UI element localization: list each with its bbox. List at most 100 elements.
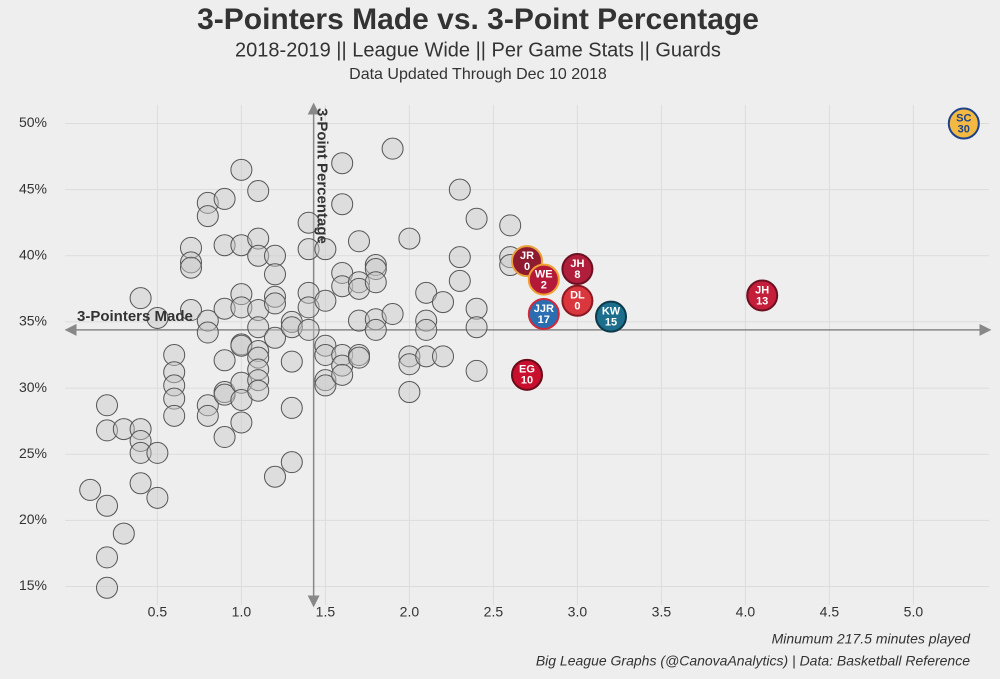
- updated-note: Data Updated Through Dec 10 2018: [349, 66, 607, 83]
- player-point: [381, 302, 404, 325]
- player-point: [331, 261, 354, 284]
- player-point: [213, 349, 236, 372]
- x-tick-label: 1.0: [232, 604, 252, 620]
- player-point: [146, 486, 169, 509]
- player-point: [297, 318, 320, 341]
- player-point: [348, 309, 370, 332]
- player-point: [247, 379, 270, 402]
- player-point: [314, 289, 337, 312]
- x-tick-label: 5.0: [904, 604, 924, 620]
- player-point: [180, 256, 202, 279]
- player-point: [112, 522, 135, 545]
- x-tick-label: 2.5: [484, 604, 504, 620]
- point-number: 13: [756, 295, 768, 307]
- player-point: [230, 158, 253, 181]
- player-point: [230, 411, 253, 434]
- player-point: [448, 269, 471, 292]
- player-point: [465, 207, 488, 230]
- player-point: [465, 359, 488, 382]
- player-point: [432, 345, 454, 368]
- point-number: 0: [574, 301, 580, 313]
- player-point: [230, 334, 253, 357]
- y-tick-label: 50%: [19, 114, 47, 130]
- player-point: [163, 387, 186, 410]
- point-number: 10: [521, 375, 533, 387]
- y-tick-label: 20%: [19, 511, 47, 527]
- highlighted-point: [746, 279, 779, 312]
- x-tick-label: 3.0: [568, 604, 588, 620]
- player-point: [465, 316, 488, 339]
- player-point: [264, 465, 286, 488]
- player-point: [415, 281, 438, 304]
- player-point: [180, 299, 202, 322]
- player-point: [364, 271, 387, 294]
- point-initials: JJR: [534, 303, 554, 315]
- player-point: [364, 258, 387, 281]
- player-point: [415, 318, 438, 341]
- highlighted-point: [561, 253, 594, 286]
- player-point: [196, 321, 219, 344]
- point-initials: EG: [519, 364, 535, 376]
- player-point: [297, 211, 320, 234]
- player-point: [448, 246, 471, 269]
- player-point: [415, 345, 438, 368]
- player-point: [331, 193, 354, 216]
- player-point: [247, 244, 270, 267]
- point-initials: KW: [602, 306, 621, 318]
- player-point: [196, 404, 219, 427]
- source-note: Big League Graphs (@CanovaAnalytics) | D…: [536, 653, 970, 669]
- player-point: [230, 388, 253, 411]
- player-point: [264, 292, 286, 315]
- player-point: [398, 345, 421, 368]
- player-point: [415, 309, 438, 332]
- player-point: [297, 238, 320, 261]
- y-tick-label: 30%: [19, 379, 47, 395]
- y-tick-label: 25%: [19, 445, 47, 461]
- y-tick-label: 15%: [19, 577, 47, 593]
- player-point: [331, 275, 354, 298]
- reference-lines: [64, 102, 992, 608]
- player-point: [348, 346, 370, 369]
- player-point: [280, 396, 303, 419]
- player-point: [196, 309, 219, 332]
- player-point: [180, 251, 202, 274]
- player-point: [196, 205, 219, 228]
- player-point: [96, 576, 118, 599]
- x-tick-label: 3.5: [652, 604, 672, 620]
- highlighted-point: [561, 284, 594, 317]
- player-point: [314, 238, 337, 261]
- player-point: [196, 191, 219, 214]
- y-tick-label: 35%: [19, 313, 47, 329]
- player-point: [247, 340, 270, 363]
- point-initials: DL: [570, 290, 585, 302]
- point-number: 8: [574, 269, 580, 281]
- player-point: [432, 291, 454, 314]
- player-point: [96, 419, 118, 442]
- y-reference-label: 3-Point Percentage: [314, 108, 331, 244]
- point-initials: JH: [755, 284, 769, 296]
- player-point: [230, 283, 253, 306]
- point-number: 15: [605, 317, 617, 329]
- player-point: [247, 179, 270, 202]
- player-point: [465, 297, 488, 320]
- player-point: [264, 263, 286, 286]
- player-point: [314, 374, 337, 397]
- player-point: [213, 426, 236, 449]
- player-point: [129, 287, 152, 310]
- player-point: [247, 316, 270, 339]
- player-point: [163, 344, 186, 366]
- player-point: [163, 374, 186, 397]
- player-point: [129, 418, 152, 441]
- x-tick-label: 4.0: [736, 604, 756, 620]
- player-point: [264, 285, 286, 308]
- player-point: [398, 227, 421, 250]
- player-point: [163, 404, 186, 427]
- point-initials: JR: [520, 250, 534, 262]
- player-point: [331, 152, 354, 175]
- player-point: [280, 451, 303, 474]
- highlighted-point: [595, 300, 627, 333]
- minimum-note: Minumum 217.5 minutes played: [772, 631, 972, 647]
- player-point: [247, 346, 270, 369]
